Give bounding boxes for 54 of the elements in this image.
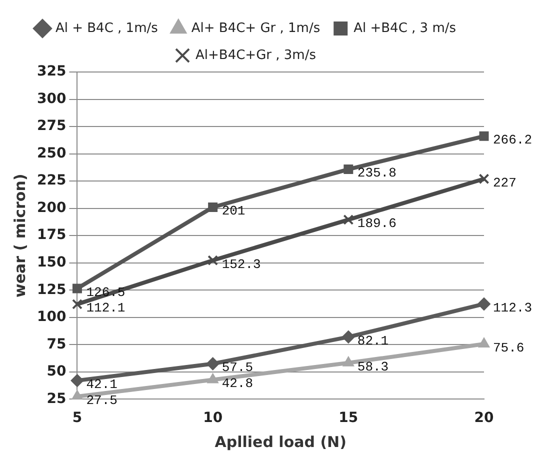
point: [478, 174, 490, 184]
data-label: 27.5: [86, 392, 118, 408]
y-tick-label: 325: [36, 64, 66, 80]
point: [343, 214, 354, 225]
data-label: 57.5: [222, 360, 254, 376]
point: [208, 202, 218, 212]
x-tick-label: 10: [203, 410, 223, 426]
point: [207, 373, 219, 384]
legend-label: Al + B4C , 1m/s: [55, 20, 158, 36]
point: [478, 297, 490, 310]
data-label: 42.8: [222, 376, 254, 392]
x-tick-label: 20: [474, 410, 494, 426]
data-label: 58.3: [357, 359, 389, 374]
legend-label: Al+ B4C+ Gr , 1m/s: [191, 20, 320, 36]
y-tick-label: 50: [46, 364, 66, 380]
data-label: 112.3: [493, 300, 532, 316]
y-tick-label: 150: [36, 254, 66, 271]
point: [72, 284, 82, 294]
data-label: 266.2: [493, 132, 532, 148]
point: [344, 164, 354, 174]
point: [72, 390, 83, 400]
data-label: 227: [493, 175, 516, 190]
point: [342, 356, 354, 366]
y-tick-label: 175: [36, 227, 66, 244]
y-tick-label: 200: [36, 200, 66, 216]
y-axis-title: wear ( micron): [10, 174, 29, 298]
point: [70, 374, 84, 388]
point: [342, 330, 355, 344]
y-tick-label: 75: [46, 336, 66, 352]
x-tick-label: 5: [72, 410, 82, 426]
y-tick-label: 125: [36, 282, 66, 298]
point: [72, 298, 82, 310]
y-tick-label: 300: [36, 90, 66, 107]
x-tick-label: 15: [338, 410, 358, 426]
y-tick-label: 225: [36, 172, 66, 189]
data-label: 152.3: [222, 256, 261, 272]
y-tick-label: 25: [46, 390, 66, 407]
data-label: 112.1: [86, 300, 126, 316]
data-label: 235.8: [357, 166, 396, 181]
data-label: 75.6: [493, 340, 524, 356]
data-label: 189.6: [357, 216, 396, 232]
point: [479, 131, 489, 141]
y-tick-label: 275: [36, 118, 66, 134]
legend-label: Al +B4C , 3 m/s: [354, 20, 456, 36]
y-tick-label: 100: [36, 309, 66, 326]
legend-label: Al+B4C+Gr , 3m/s: [196, 48, 316, 63]
point: [478, 338, 490, 348]
point: [208, 255, 218, 266]
data-label: 82.1: [357, 333, 389, 348]
x-axis-title: Apllied load (N): [214, 432, 346, 451]
data-label: 42.1: [86, 376, 118, 392]
data-label: 201: [222, 204, 246, 219]
y-tick-label: 250: [36, 145, 66, 162]
point: [206, 357, 220, 370]
